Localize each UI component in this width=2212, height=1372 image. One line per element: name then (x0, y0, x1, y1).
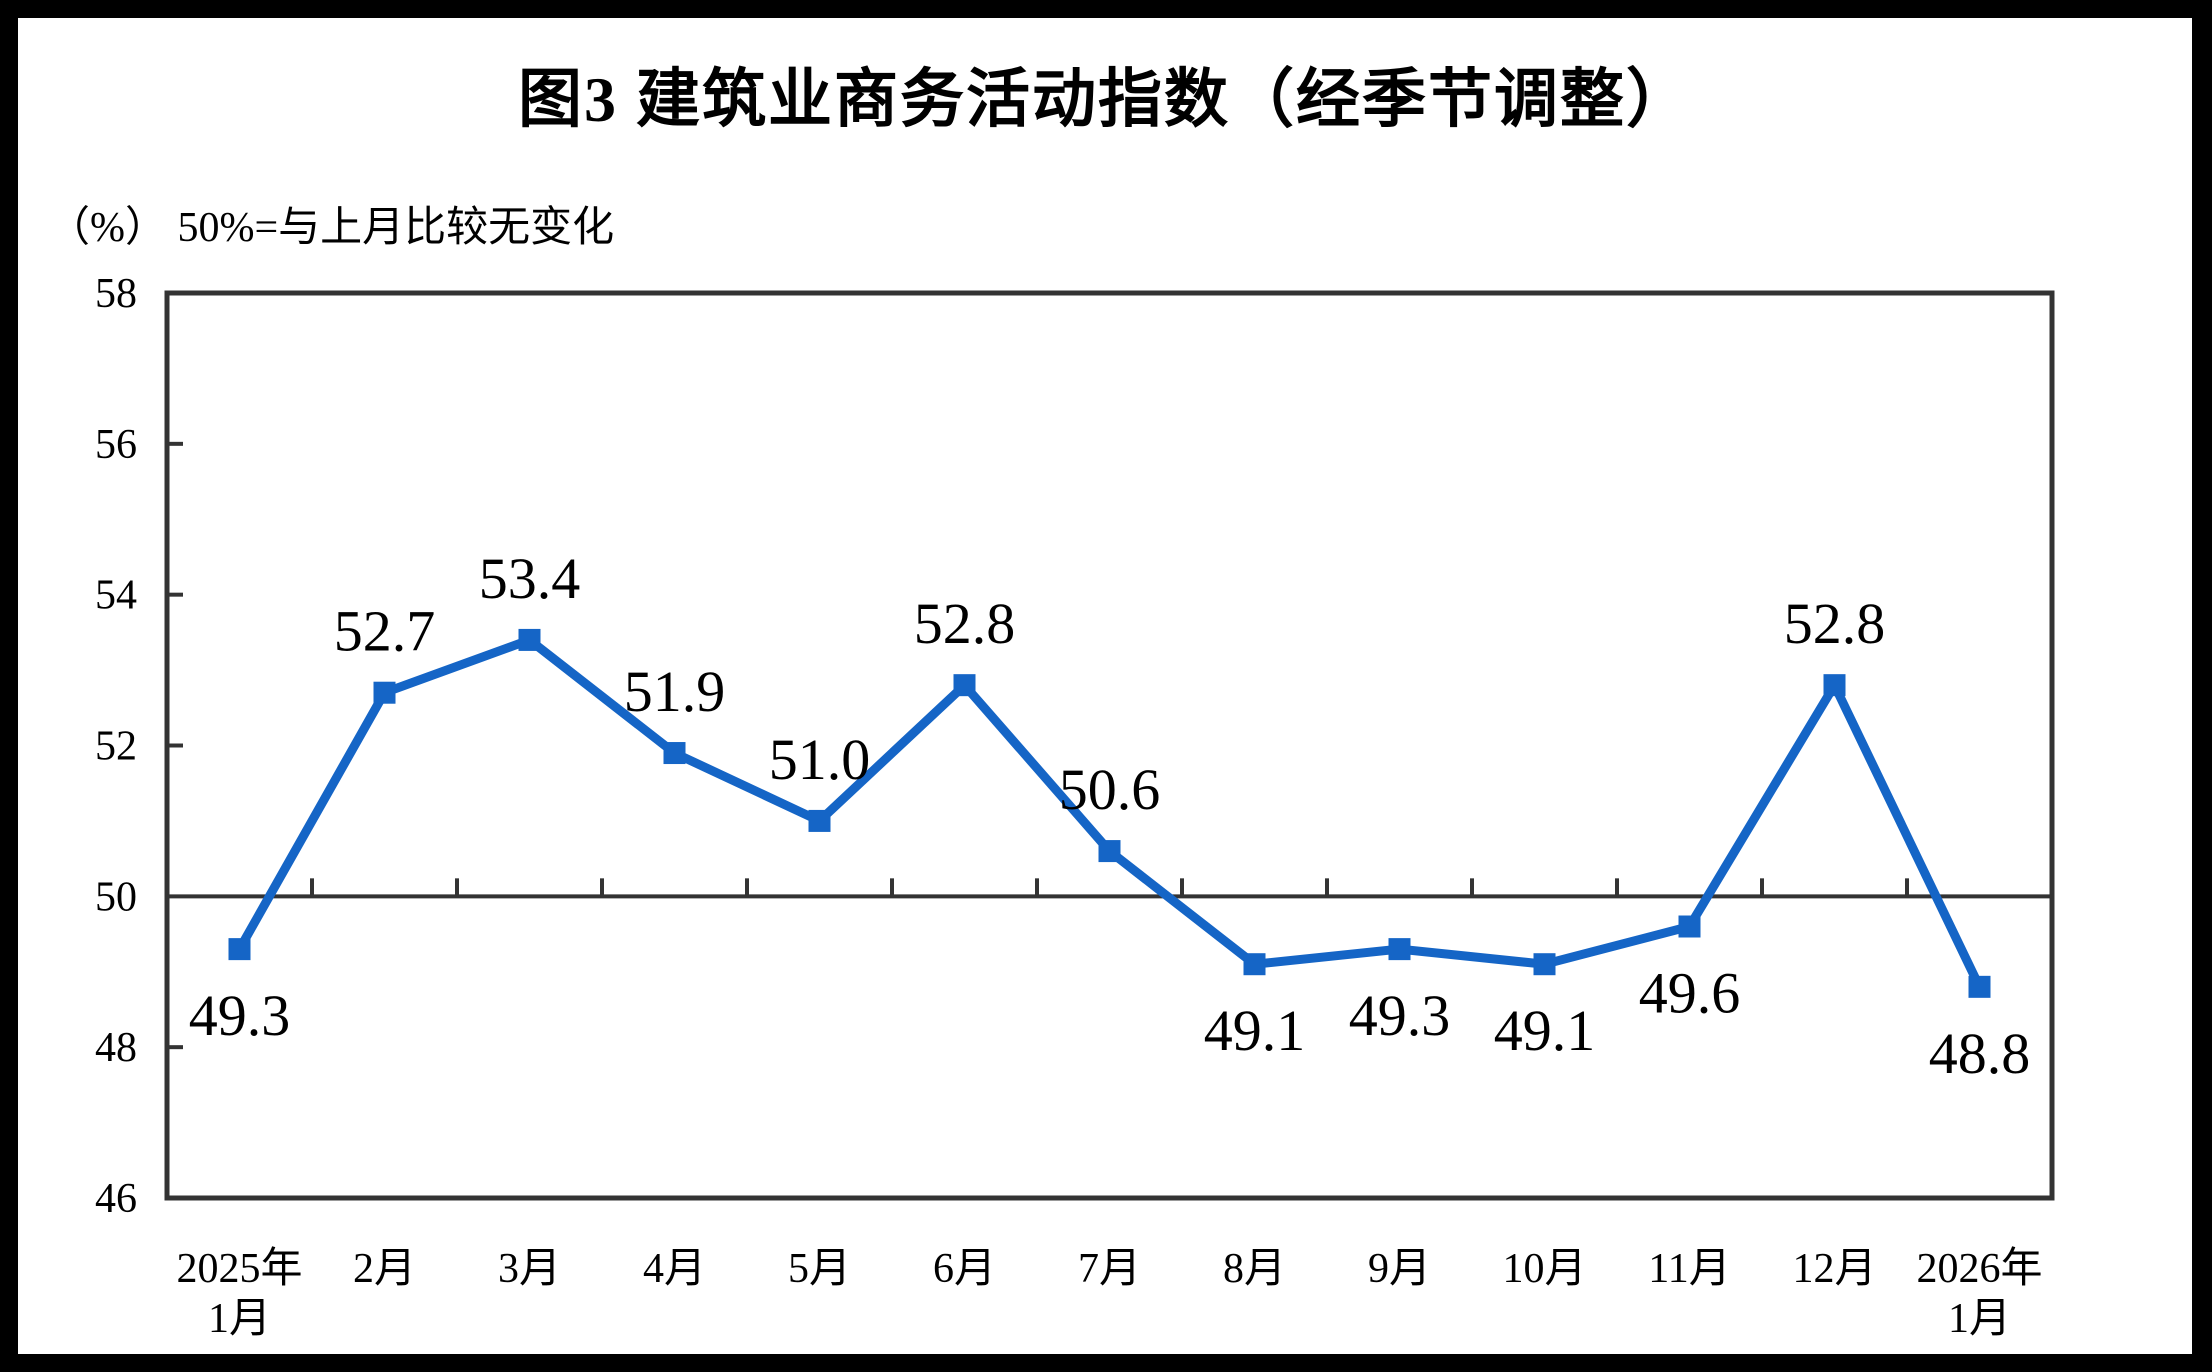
data-point-label: 49.6 (1639, 961, 1741, 1026)
data-point-marker (953, 674, 976, 697)
y-tick-label: 58 (95, 271, 137, 317)
x-tick-label: 1月 (208, 1296, 271, 1342)
data-point-marker (808, 809, 831, 832)
x-tick-label: 2026年 (1916, 1245, 2042, 1292)
data-point-label: 49.1 (1494, 998, 1596, 1063)
data-point-marker (1823, 674, 1846, 697)
data-point-marker (1388, 938, 1411, 961)
data-point-marker (228, 938, 251, 961)
x-tick-label: 5月 (788, 1246, 851, 1292)
y-tick-label: 50 (95, 874, 137, 920)
x-tick-label: 8月 (1223, 1246, 1286, 1292)
y-tick-label: 46 (95, 1176, 137, 1222)
x-tick-label: 6月 (933, 1246, 996, 1292)
data-point-label: 50.6 (1059, 757, 1161, 822)
x-tick-label: 4月 (643, 1246, 706, 1292)
y-tick-label: 56 (95, 422, 137, 468)
x-tick-label: 10月 (1502, 1246, 1586, 1292)
x-tick-label: 2025年 (176, 1245, 302, 1292)
data-point-label: 49.3 (1349, 983, 1451, 1048)
figure-canvas: 图3 建筑业商务活动指数（经季节调整） （%） 50%=与上月比较无变化 46 4… (18, 18, 2192, 1354)
x-tick-label: 9月 (1368, 1246, 1431, 1292)
data-point-marker (1678, 915, 1701, 938)
data-point-label: 53.4 (479, 546, 581, 611)
x-tick-label: 12月 (1792, 1246, 1876, 1292)
y-tick-label: 54 (95, 573, 137, 619)
plot-border (164, 290, 2055, 1201)
x-tick-label: 1月 (1948, 1296, 2011, 1342)
chart-title: 图3 建筑业商务活动指数（经季节调整） (518, 64, 1692, 135)
x-tick-label: 11月 (1648, 1246, 1730, 1292)
data-point-marker (1533, 953, 1556, 976)
data-point-label: 52.8 (1784, 591, 1886, 656)
data-point-marker (1968, 975, 1991, 998)
data-point-label: 51.0 (769, 727, 871, 792)
data-point-label: 49.3 (189, 983, 291, 1048)
data-point-marker (1243, 953, 1266, 976)
x-tick-label: 3月 (498, 1246, 561, 1292)
data-point-marker (518, 628, 541, 651)
data-point-marker (373, 681, 396, 704)
data-point-marker (663, 742, 686, 765)
y-tick-label: 48 (95, 1025, 137, 1071)
chart-unit-note: （%） 50%=与上月比较无变化 (48, 205, 615, 251)
data-point-marker (1098, 840, 1121, 863)
y-tick-label: 52 (95, 724, 137, 770)
data-point-label: 49.1 (1204, 998, 1306, 1063)
data-point-label: 52.8 (914, 591, 1016, 656)
x-tick-label: 2月 (353, 1246, 416, 1292)
x-tick-label: 7月 (1078, 1246, 1141, 1292)
data-point-label: 52.7 (334, 599, 436, 664)
data-point-label: 48.8 (1929, 1021, 2031, 1086)
data-point-label: 51.9 (624, 659, 726, 724)
